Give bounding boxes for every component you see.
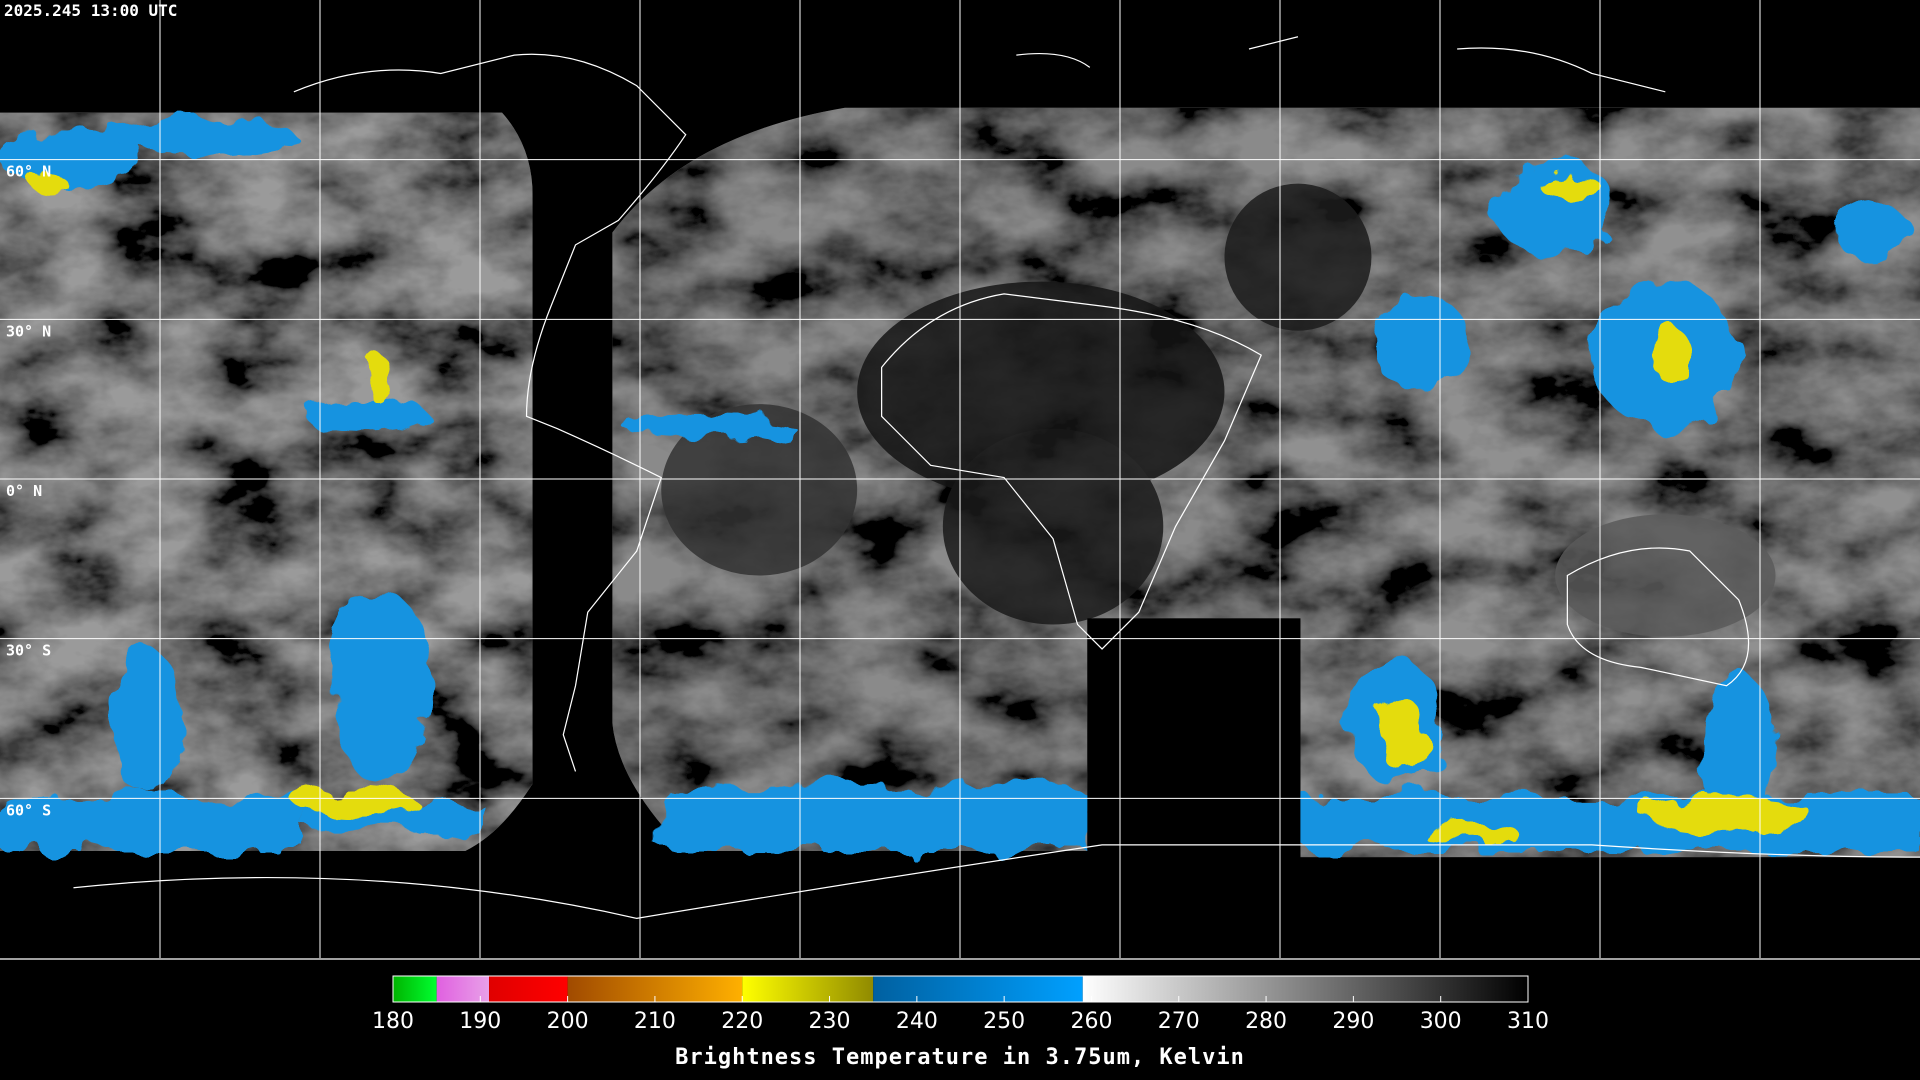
colorbar-segment	[489, 976, 568, 1002]
latitude-label: 30° N	[6, 322, 51, 340]
colorbar-tick-label: 240	[896, 1009, 938, 1034]
colorbar-segment	[742, 976, 874, 1002]
colorbar-tick-label: 270	[1158, 1009, 1200, 1034]
colorbar-tick-label: 260	[1070, 1009, 1112, 1034]
colorbar-tick-label: 220	[721, 1009, 763, 1034]
colorbar-tick-label: 230	[809, 1009, 851, 1034]
colorbar-tick-label: 250	[983, 1009, 1025, 1034]
graticule: 60° N 30° N 0° N 30° S 60° S	[0, 0, 1920, 958]
colorbar-segment	[436, 976, 490, 1002]
coastlines	[73, 36, 1920, 919]
colorbar-tick-label: 190	[459, 1009, 501, 1034]
colorbar-tick-label: 300	[1420, 1009, 1462, 1034]
colorbar: 180 190 200 210 220 230 240 250 260 270 280 290 300 3…	[372, 975, 1549, 1034]
colorbar-tick-label: 200	[547, 1009, 589, 1034]
latitude-label: 30° S	[6, 642, 51, 660]
colorbar-segment	[873, 976, 1083, 1002]
colorbar-title: Brightness Temperature in 3.75um, Kelvin	[675, 1045, 1245, 1070]
latitude-label: 60° S	[6, 801, 51, 819]
colorbar-segment	[393, 976, 437, 1002]
west-disc	[0, 112, 533, 852]
timestamp: 2025.245 13:00 UTC	[4, 1, 177, 20]
colorbar-segment	[1082, 976, 1528, 1002]
latitude-label: 0° N	[6, 482, 42, 500]
colorbar-tick-label: 290	[1332, 1009, 1374, 1034]
latitude-label: 60° N	[6, 163, 51, 181]
colorbar-frame	[392, 975, 1529, 1003]
colorbar-tick-label: 310	[1507, 1009, 1549, 1034]
colorbar-tick-label: 280	[1245, 1009, 1287, 1034]
colorbar-tick-label: 180	[372, 1009, 414, 1034]
colorbar-tick-label: 210	[634, 1009, 676, 1034]
